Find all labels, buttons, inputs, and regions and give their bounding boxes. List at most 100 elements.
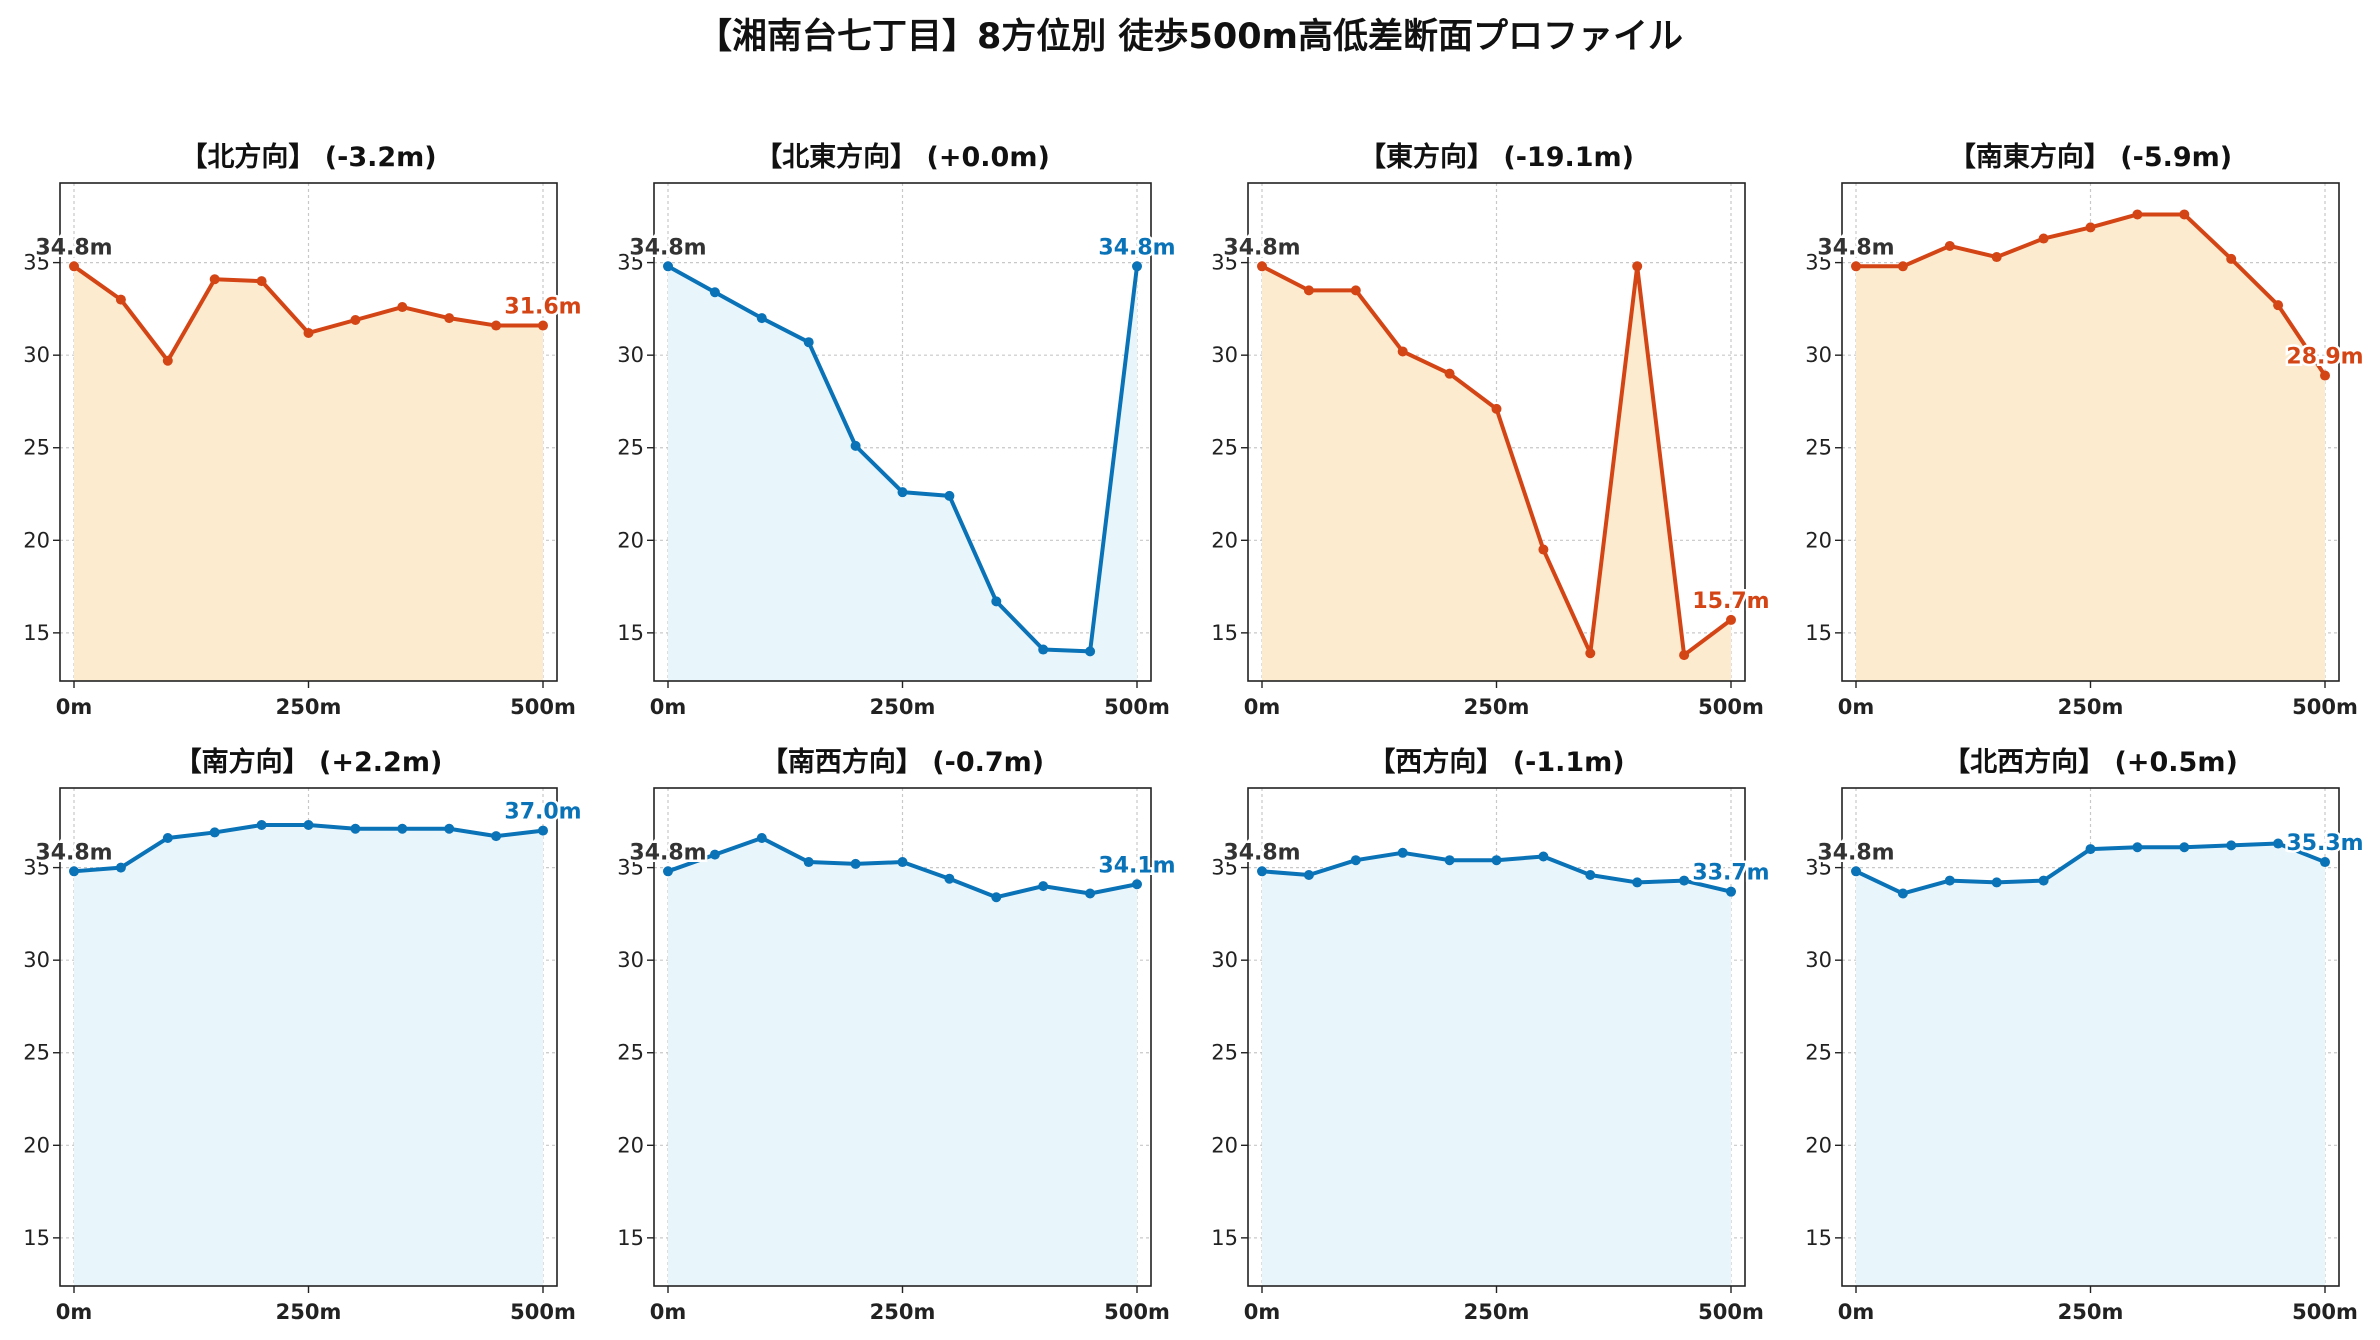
- data-point: [209, 274, 220, 285]
- start-value-label: 34.8m: [1223, 840, 1300, 865]
- data-point: [1491, 855, 1502, 866]
- panel-5: 15 20 25 30 35 0m 250m 500m 【南方向】 (+2.2m) 34.8m 37…: [23, 746, 584, 1324]
- panel-4: 15 20 25 30 35 0m 250m 500m 【南東方向】 (-5.9m) 34.8m 2…: [1805, 141, 2366, 719]
- data-point: [1397, 346, 1408, 357]
- y-tick-label: 25: [617, 436, 644, 460]
- y-tick-label: 25: [1211, 1041, 1238, 1065]
- data-point: [1491, 403, 1502, 414]
- data-point: [1132, 261, 1142, 272]
- x-tick-label: 500m: [2292, 1300, 2358, 1324]
- data-point: [538, 825, 548, 836]
- x-tick-label: 0m: [650, 695, 687, 719]
- y-tick-label: 20: [617, 528, 644, 552]
- y-tick-label: 30: [617, 343, 644, 367]
- data-point: [2038, 233, 2049, 244]
- x-tick-label: 250m: [2058, 695, 2124, 719]
- data-point: [350, 823, 361, 834]
- panel-8: 15 20 25 30 35 0m 250m 500m 【北西方向】 (+0.5m) 34.8m 3…: [1805, 746, 2366, 1324]
- y-tick-label: 35: [617, 856, 644, 880]
- x-tick-label: 250m: [1464, 695, 1530, 719]
- x-tick-label: 250m: [276, 1300, 342, 1324]
- data-point: [1991, 252, 2002, 263]
- y-tick-label: 20: [23, 1133, 50, 1157]
- end-value-label: 28.9m: [2286, 345, 2363, 370]
- data-point: [1444, 368, 1455, 379]
- data-point: [491, 831, 502, 842]
- y-tick-label: 30: [23, 948, 50, 972]
- x-tick-label: 0m: [1838, 695, 1875, 719]
- y-tick-label: 35: [23, 251, 50, 275]
- data-point: [350, 314, 361, 325]
- panel-title: 【北方向】 (-3.2m): [180, 141, 436, 173]
- data-point: [1038, 881, 1049, 892]
- end-value-label: 31.6m: [504, 295, 581, 320]
- end-value-label: 37.0m: [504, 800, 581, 825]
- data-point: [1585, 648, 1596, 659]
- data-point: [991, 596, 1002, 607]
- data-point: [803, 857, 814, 868]
- data-point: [1038, 644, 1049, 655]
- x-tick-label: 0m: [1244, 1300, 1281, 1324]
- panel-3: 15 20 25 30 35 0m 250m 500m 【東方向】 (-19.1m) 34.8m 1…: [1211, 141, 1772, 719]
- panel-title: 【南方向】 (+2.2m): [175, 746, 443, 778]
- y-tick-label: 20: [1805, 1133, 1832, 1157]
- data-point: [1350, 285, 1361, 296]
- y-tick-label: 35: [23, 856, 50, 880]
- x-tick-label: 0m: [1838, 1300, 1875, 1324]
- data-point: [850, 858, 861, 869]
- data-point: [709, 287, 720, 298]
- y-tick-label: 30: [1211, 948, 1238, 972]
- panel-title: 【西方向】 (-1.1m): [1368, 746, 1624, 778]
- end-value-label: 33.7m: [1692, 861, 1769, 886]
- data-point: [1444, 855, 1455, 866]
- data-point: [2085, 844, 2096, 855]
- panel-6: 15 20 25 30 35 0m 250m 500m 【南西方向】 (-0.7m) 34.8m 3…: [617, 746, 1178, 1324]
- data-point: [1350, 855, 1361, 866]
- y-tick-label: 30: [617, 948, 644, 972]
- data-point: [2179, 209, 2190, 220]
- y-tick-label: 20: [23, 528, 50, 552]
- data-point: [1726, 886, 1736, 897]
- x-tick-label: 250m: [870, 1300, 936, 1324]
- data-point: [1632, 261, 1643, 272]
- data-point: [1944, 875, 1955, 886]
- start-value-label: 34.8m: [35, 840, 112, 865]
- x-tick-label: 500m: [1698, 695, 1764, 719]
- panel-title: 【南西方向】 (-0.7m): [761, 746, 1044, 778]
- series-area: [1262, 266, 1731, 681]
- data-point: [1085, 888, 1096, 899]
- x-tick-label: 250m: [276, 695, 342, 719]
- y-tick-label: 25: [1211, 436, 1238, 460]
- y-tick-label: 15: [1805, 1226, 1832, 1250]
- y-tick-label: 20: [1805, 528, 1832, 552]
- y-tick-label: 30: [1805, 948, 1832, 972]
- y-tick-label: 15: [23, 1226, 50, 1250]
- data-point: [2273, 300, 2284, 311]
- data-point: [2132, 842, 2143, 853]
- y-tick-label: 25: [1805, 436, 1832, 460]
- start-value-label: 34.8m: [629, 235, 706, 260]
- x-tick-label: 500m: [2292, 695, 2358, 719]
- y-tick-label: 20: [617, 1133, 644, 1157]
- y-tick-label: 25: [617, 1041, 644, 1065]
- start-value-label: 34.8m: [1817, 840, 1894, 865]
- y-tick-label: 15: [617, 621, 644, 645]
- series-area: [74, 266, 543, 681]
- series-area: [1856, 843, 2325, 1286]
- x-tick-label: 500m: [510, 1300, 576, 1324]
- y-tick-label: 15: [617, 1226, 644, 1250]
- data-point: [115, 294, 126, 305]
- data-point: [897, 487, 908, 498]
- data-point: [663, 261, 673, 272]
- x-tick-label: 500m: [1104, 1300, 1170, 1324]
- data-point: [303, 327, 314, 338]
- x-tick-label: 250m: [870, 695, 936, 719]
- data-point: [709, 849, 720, 860]
- x-tick-label: 0m: [650, 1300, 687, 1324]
- data-point: [1303, 870, 1314, 881]
- data-point: [2226, 840, 2237, 851]
- data-point: [1585, 870, 1596, 881]
- data-point: [444, 823, 455, 834]
- y-tick-label: 35: [1805, 856, 1832, 880]
- data-point: [2132, 209, 2143, 220]
